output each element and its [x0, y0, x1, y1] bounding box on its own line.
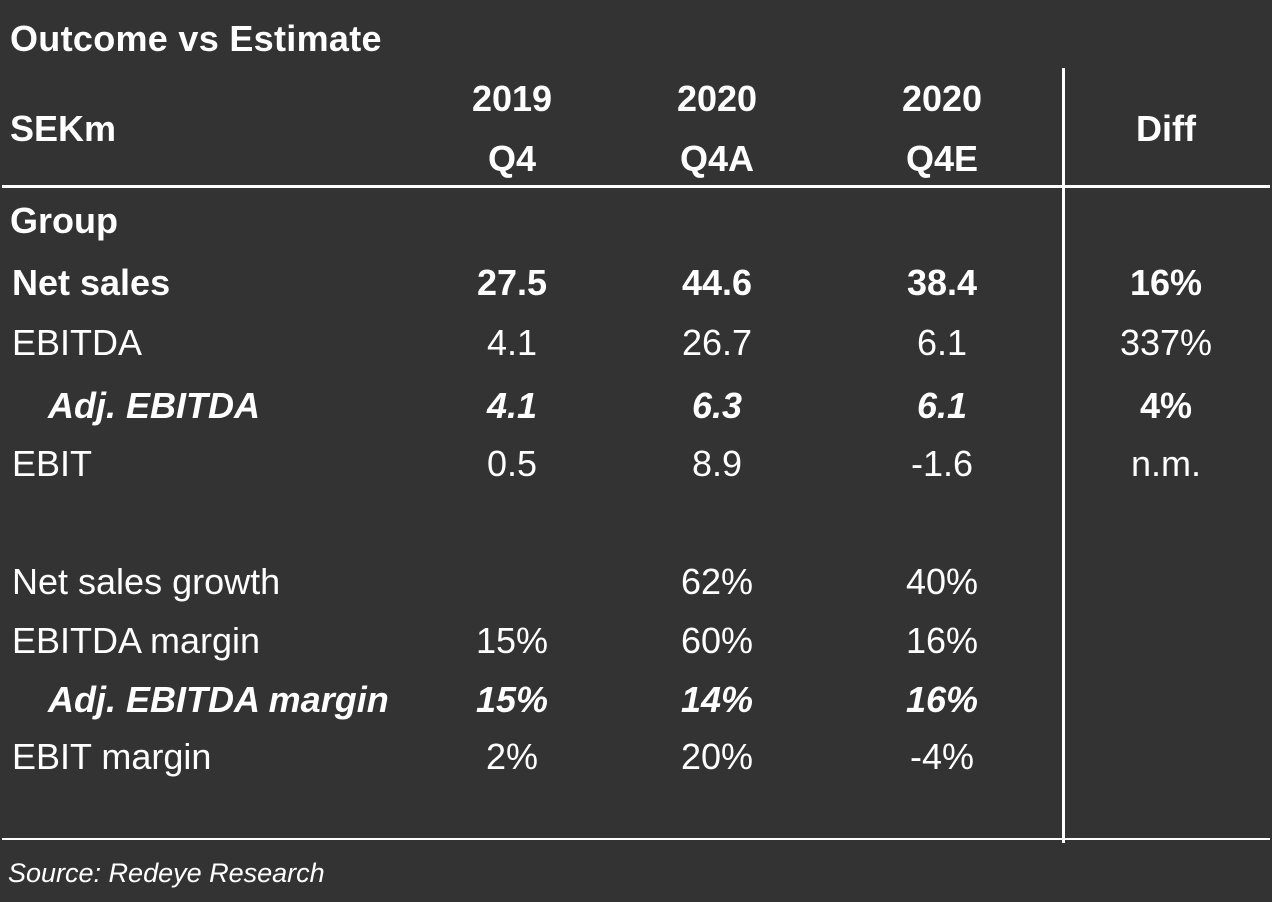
cell-value: 2%: [485, 736, 539, 777]
cell-value: 15%: [475, 620, 549, 661]
footer-rule: [2, 838, 1270, 840]
row-label: EBITDA: [12, 322, 143, 363]
diff-value: 337%: [1119, 322, 1213, 363]
diff-value: 16%: [1129, 262, 1203, 303]
col-header-period-1: Q4: [487, 138, 537, 179]
col-header-year-1: 2019: [471, 78, 553, 119]
row-label: Adj. EBITDA margin: [48, 679, 389, 720]
row-label: Net sales growth: [12, 561, 281, 602]
cell-value: 40%: [905, 561, 979, 602]
col-header-year-2: 2020: [676, 78, 758, 119]
cell-value: 62%: [680, 561, 754, 602]
cell-value: 60%: [680, 620, 754, 661]
cell-value: 16%: [905, 620, 979, 661]
cell-value: 4.1: [486, 385, 538, 426]
diff-value: 4%: [1139, 385, 1193, 426]
row-label: Net sales: [12, 262, 171, 303]
row-label: Adj. EBITDA: [48, 385, 260, 426]
row-label: EBITDA margin: [12, 620, 261, 661]
cell-value: 15%: [475, 679, 549, 720]
cell-value: 0.5: [486, 443, 538, 484]
cell-value: -4%: [909, 736, 975, 777]
col-header-period-2: Q4A: [679, 138, 755, 179]
cell-value: 6.1: [916, 385, 968, 426]
col-header-period-3: Q4E: [905, 138, 979, 179]
table-title: Outcome vs Estimate: [10, 18, 382, 59]
unit-label: SEKm: [10, 108, 117, 149]
cell-value: 27.5: [476, 262, 548, 303]
col-header-year-3: 2020: [901, 78, 983, 119]
row-label: EBIT: [12, 443, 93, 484]
cell-value: 4.1: [486, 322, 538, 363]
cell-value: 20%: [680, 736, 754, 777]
cell-value: 14%: [680, 679, 754, 720]
cell-value: 16%: [905, 679, 979, 720]
cell-value: -1.6: [910, 443, 974, 484]
section-label-group: Group: [10, 200, 118, 241]
cell-value: 44.6: [681, 262, 753, 303]
cell-value: 8.9: [691, 443, 743, 484]
diff-value: n.m.: [1130, 443, 1201, 484]
row-label: EBIT margin: [12, 736, 212, 777]
cell-value: 38.4: [906, 262, 978, 303]
source-note: Source: Redeye Research: [8, 858, 325, 888]
cell-value: 6.1: [916, 322, 968, 363]
diff-header: Diff: [1136, 108, 1196, 149]
cell-value: 26.7: [681, 322, 753, 363]
cell-value: 6.3: [691, 385, 743, 426]
header-rule: [2, 185, 1270, 188]
diff-column-divider: [1062, 68, 1065, 843]
